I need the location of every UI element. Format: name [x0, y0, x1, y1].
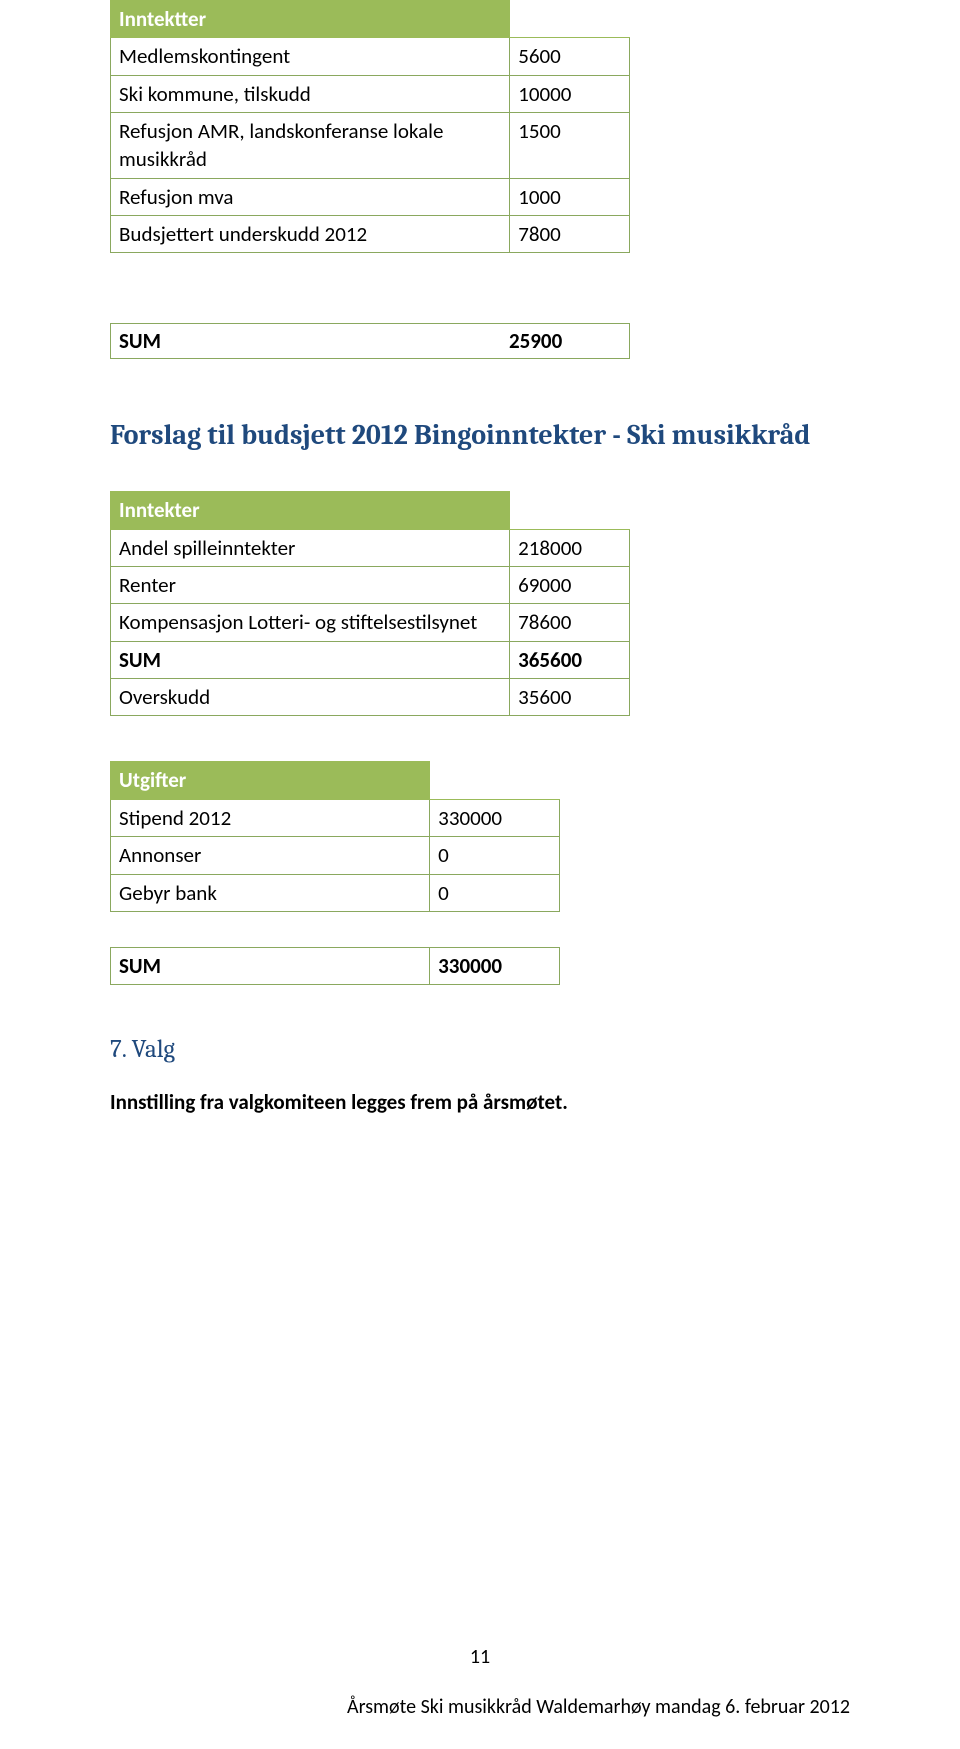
row-label: Renter [111, 567, 510, 604]
sum-label: SUM [111, 947, 430, 984]
row-label: Budsjettert underskudd 2012 [111, 216, 510, 253]
table-inntekter: Inntekter Andel spilleinntekter 218000 R… [110, 491, 630, 716]
table-row: Stipend 2012 330000 [111, 799, 560, 836]
table-header-label: Utgifter [111, 762, 430, 799]
sum-label: SUM [119, 328, 509, 354]
row-label: Ski kommune, tilskudd [111, 75, 510, 112]
row-label: Gebyr bank [111, 874, 430, 911]
row-value: 218000 [510, 529, 630, 566]
row-label: Medlemskontingent [111, 38, 510, 75]
page: Inntektter Medlemskontingent 5600 Ski ko… [0, 0, 960, 1749]
sum-table: SUM 330000 [110, 947, 560, 985]
row-label: Refusjon AMR, landskonferanse lokale mus… [111, 113, 510, 179]
table-header-row: Inntektter [111, 1, 630, 38]
table-row-sum: SUM 365600 [111, 641, 630, 678]
row-value: 69000 [510, 567, 630, 604]
sum-row: SUM 25900 [110, 323, 630, 359]
table-row: Renter 69000 [111, 567, 630, 604]
table-utgifter: Utgifter Stipend 2012 330000 Annonser 0 … [110, 761, 560, 911]
footer-text: Årsmøte Ski musikkråd Waldemarhøy mandag… [347, 1695, 850, 1719]
row-value: 0 [430, 837, 560, 874]
page-number: 11 [110, 1645, 850, 1669]
row-value: 7800 [510, 216, 630, 253]
table-row: Ski kommune, tilskudd 10000 [111, 75, 630, 112]
row-label: Kompensasjon Lotteri- og stiftelsestilsy… [111, 604, 510, 641]
row-value: 365600 [510, 641, 630, 678]
sum-value: 25900 [509, 328, 621, 354]
table-row: Andel spilleinntekter 218000 [111, 529, 630, 566]
row-label: SUM [111, 641, 510, 678]
row-label: Refusjon mva [111, 178, 510, 215]
table-header-row: Utgifter [111, 762, 560, 799]
row-value: 5600 [510, 38, 630, 75]
table-row: Annonser 0 [111, 837, 560, 874]
table-header-empty [430, 762, 560, 799]
row-label: Stipend 2012 [111, 799, 430, 836]
sum-row: SUM 330000 [111, 947, 560, 984]
table-row: Budsjettert underskudd 2012 7800 [111, 216, 630, 253]
row-value: 10000 [510, 75, 630, 112]
closing-text: Innstilling fra valgkomiteen legges frem… [110, 1089, 850, 1115]
row-label: Andel spilleinntekter [111, 529, 510, 566]
section-title: Forslag til budsjett 2012 Bingoinntekter… [110, 419, 850, 451]
table-row: Kompensasjon Lotteri- og stiftelsestilsy… [111, 604, 630, 641]
table-header-empty [510, 1, 630, 38]
table-row: Refusjon AMR, landskonferanse lokale mus… [111, 113, 630, 179]
row-value: 330000 [430, 799, 560, 836]
table-row: Overskudd 35600 [111, 679, 630, 716]
table-inntektter: Inntektter Medlemskontingent 5600 Ski ko… [110, 0, 630, 253]
row-value: 35600 [510, 679, 630, 716]
row-label: Overskudd [111, 679, 510, 716]
heading-valg: 7. Valg [110, 1035, 850, 1064]
table-row: Medlemskontingent 5600 [111, 38, 630, 75]
row-value: 0 [430, 874, 560, 911]
table-header-row: Inntekter [111, 492, 630, 529]
table-header-empty [510, 492, 630, 529]
row-value: 1500 [510, 113, 630, 179]
table-header-label: Inntekter [111, 492, 510, 529]
row-value: 78600 [510, 604, 630, 641]
table-row: Refusjon mva 1000 [111, 178, 630, 215]
row-label: Annonser [111, 837, 430, 874]
table-row: Gebyr bank 0 [111, 874, 560, 911]
row-value: 1000 [510, 178, 630, 215]
sum-value: 330000 [430, 947, 560, 984]
table-header-label: Inntektter [111, 1, 510, 38]
